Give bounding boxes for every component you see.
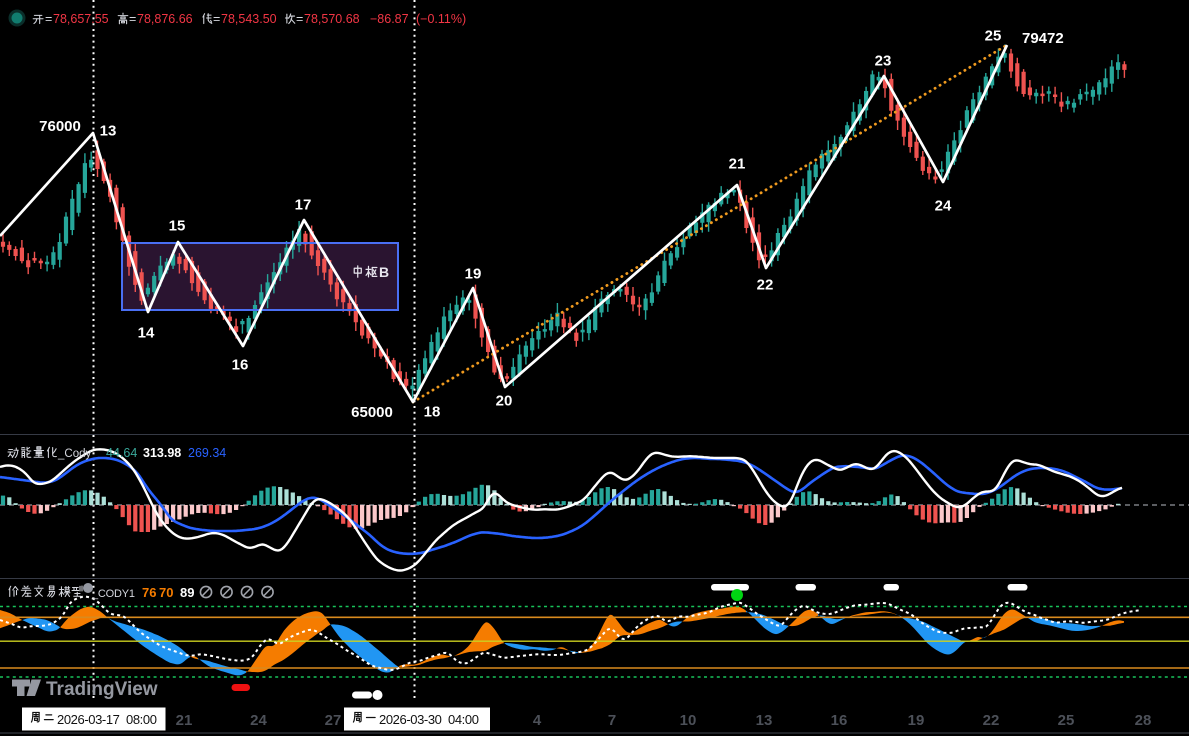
svg-text:14: 14 (138, 325, 155, 342)
svg-text:22: 22 (983, 712, 1000, 729)
svg-text:25: 25 (1058, 712, 1075, 729)
svg-text:78,570.68: 78,570.68 (304, 12, 360, 26)
svg-text:2026-03-30: 2026-03-30 (379, 712, 442, 727)
svg-text:13: 13 (756, 712, 773, 729)
svg-text:269.34: 269.34 (188, 446, 226, 460)
svg-text:16: 16 (232, 357, 249, 374)
svg-text:21: 21 (176, 712, 193, 729)
svg-text:78,876.66: 78,876.66 (137, 12, 193, 26)
svg-text:17: 17 (295, 197, 312, 214)
svg-text:65000: 65000 (351, 404, 393, 421)
svg-text:78,657.55: 78,657.55 (53, 12, 109, 26)
svg-text:_CODY1: _CODY1 (91, 588, 135, 600)
svg-text:24: 24 (935, 198, 952, 215)
svg-text:78,543.50: 78,543.50 (221, 12, 277, 26)
svg-text:79472: 79472 (1022, 30, 1064, 47)
svg-text:10: 10 (680, 712, 697, 729)
svg-text:=: = (45, 12, 52, 26)
svg-text:15: 15 (169, 218, 186, 235)
svg-text:18: 18 (424, 404, 441, 421)
svg-text:20: 20 (496, 393, 513, 410)
svg-text:2026-03-17: 2026-03-17 (57, 712, 120, 727)
svg-text:28: 28 (1135, 712, 1152, 729)
svg-text:24: 24 (250, 712, 267, 729)
svg-text:TradingView: TradingView (46, 679, 158, 700)
svg-text:44.64: 44.64 (106, 446, 137, 460)
svg-text:=: = (213, 12, 220, 26)
svg-text:04:00: 04:00 (448, 712, 479, 727)
svg-text:08:00: 08:00 (126, 712, 157, 727)
svg-text:89: 89 (180, 585, 194, 600)
svg-text:70: 70 (159, 585, 173, 600)
svg-text:(−0.11%): (−0.11%) (416, 12, 466, 26)
svg-text:4: 4 (533, 712, 542, 729)
svg-text:22: 22 (757, 277, 774, 294)
svg-text:7: 7 (608, 712, 616, 729)
svg-text:313.98: 313.98 (143, 446, 181, 460)
svg-text:13: 13 (100, 123, 117, 140)
svg-text:−86.87: −86.87 (370, 12, 409, 26)
svg-text:=: = (296, 12, 303, 26)
svg-text:76: 76 (142, 585, 156, 600)
svg-text:=: = (129, 12, 136, 26)
svg-text:23: 23 (875, 53, 892, 70)
svg-text:21: 21 (729, 156, 746, 173)
svg-text:B: B (379, 264, 389, 280)
svg-text:19: 19 (465, 266, 482, 283)
svg-text:27: 27 (325, 712, 342, 729)
svg-text:25: 25 (985, 28, 1002, 45)
svg-text:76000: 76000 (39, 118, 81, 135)
svg-text:19: 19 (908, 712, 925, 729)
svg-text:_Cody: _Cody (57, 448, 91, 460)
svg-text:16: 16 (831, 712, 848, 729)
